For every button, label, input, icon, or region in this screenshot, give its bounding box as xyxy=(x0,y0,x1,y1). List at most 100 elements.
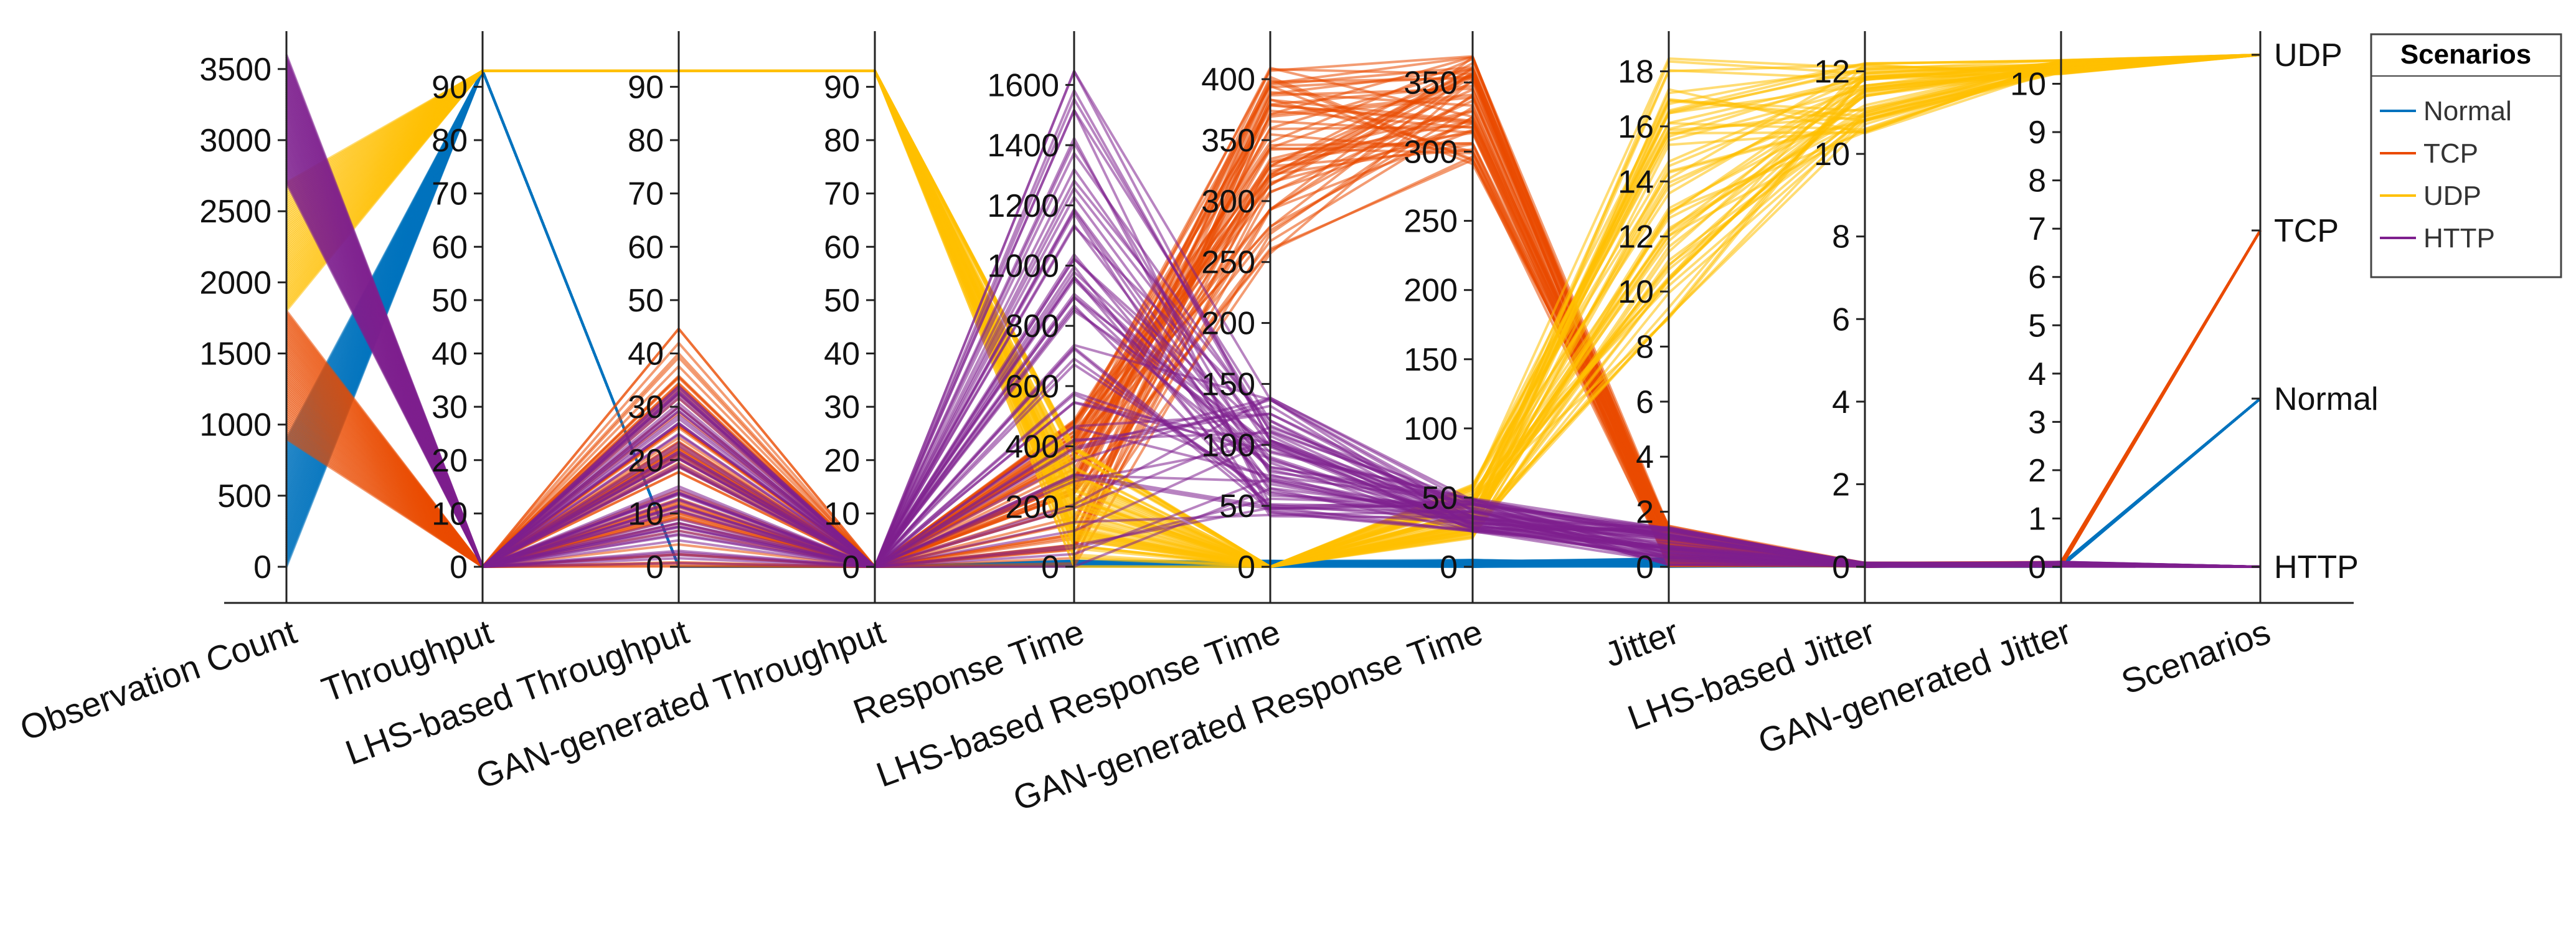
tick-label: 2000 xyxy=(199,265,271,301)
axis-scenarios: HTTP Normal TCP UDP Scenarios xyxy=(2116,31,2379,701)
tick-label: 10 xyxy=(824,496,860,532)
tick-label: 80 xyxy=(628,123,664,159)
tick-label: 500 xyxy=(217,478,271,514)
tick-label: 3500 xyxy=(199,52,271,88)
legend-item-udp: UDP xyxy=(2380,181,2481,211)
axis-label: Observation Count xyxy=(15,612,302,748)
tick-label: 10 xyxy=(628,496,664,532)
tick-label: 3000 xyxy=(199,123,271,159)
tick-label: 300 xyxy=(1404,135,1458,171)
tick-label: 1200 xyxy=(987,188,1059,224)
tick-label: 30 xyxy=(432,389,468,425)
tick-label: 20 xyxy=(432,443,468,479)
tick-label: 0 xyxy=(1440,549,1458,585)
tick-label: 0 xyxy=(842,549,860,585)
tick-label: 800 xyxy=(1005,308,1059,344)
tick-label: 1600 xyxy=(987,67,1059,103)
tick-label: 14 xyxy=(1618,164,1654,200)
tick-label: 10 xyxy=(1618,274,1654,310)
tick-label: 10 xyxy=(2010,67,2046,103)
tick-label: HTTP xyxy=(2274,549,2359,585)
tick-label: 350 xyxy=(1201,123,1255,159)
series-http-lines xyxy=(285,54,2261,569)
tick-label: Normal xyxy=(2274,381,2379,417)
tick-label: 90 xyxy=(824,69,860,105)
tick-label: 40 xyxy=(628,336,664,372)
tick-label: 70 xyxy=(628,176,664,212)
tick-label: 1000 xyxy=(199,407,271,443)
tick-label: 12 xyxy=(1814,54,1850,90)
tick-label: 5 xyxy=(2028,308,2046,344)
tick-label: 60 xyxy=(824,229,860,265)
tick-label: 600 xyxy=(1005,369,1059,405)
tick-label: 1500 xyxy=(199,336,271,372)
tick-label: 50 xyxy=(1422,480,1458,516)
tick-label: 70 xyxy=(432,176,468,212)
tick-label: 0 xyxy=(1636,549,1654,585)
tick-label: 350 xyxy=(1404,65,1458,101)
tick-label: 10 xyxy=(432,496,468,532)
tick-label: 80 xyxy=(432,123,468,159)
tick-label: 150 xyxy=(1201,366,1255,402)
tick-label: 0 xyxy=(1237,549,1255,585)
tick-label: 150 xyxy=(1404,342,1458,378)
tick-label: 30 xyxy=(824,389,860,425)
legend-item-normal: Normal xyxy=(2380,96,2512,126)
legend-label: UDP xyxy=(2423,181,2481,211)
tick-label: 3 xyxy=(2028,404,2046,440)
axis-label: Jitter xyxy=(1600,612,1684,675)
tick-label: 0 xyxy=(1832,549,1850,585)
tick-label: 50 xyxy=(432,283,468,319)
tick-label: 400 xyxy=(1005,429,1059,465)
tick-label: 200 xyxy=(1005,489,1059,525)
tick-label: 2 xyxy=(1832,467,1850,503)
tick-label: 300 xyxy=(1201,184,1255,220)
tick-label: 1 xyxy=(2028,501,2046,537)
tick-label: 9 xyxy=(2028,115,2046,151)
legend-item-http: HTTP xyxy=(2380,223,2495,253)
tick-label: 50 xyxy=(1219,488,1255,524)
tick-label: 70 xyxy=(824,176,860,212)
tick-label: 8 xyxy=(2028,163,2046,199)
tick-label: 250 xyxy=(1201,245,1255,281)
series-lines xyxy=(285,54,2262,569)
legend-item-tcp: TCP xyxy=(2380,138,2478,169)
legend-label: Normal xyxy=(2423,96,2512,126)
legend: Scenarios Normal TCP UDP HTTP xyxy=(2370,33,2562,278)
tick-label: 60 xyxy=(628,229,664,265)
tick-label: 400 xyxy=(1201,62,1255,98)
tick-label: 4 xyxy=(1832,384,1850,420)
axis-label: Scenarios xyxy=(2116,612,2276,701)
tick-label: 40 xyxy=(432,336,468,372)
tick-label: 12 xyxy=(1618,219,1654,255)
tick-label: 2 xyxy=(1636,495,1654,531)
tick-label: TCP xyxy=(2274,213,2339,249)
axis-label: GAN-generated Jitter xyxy=(1753,612,2076,761)
axis-observation-count: 0 500 1000 1500 2000 2500 3000 3500 Observation … xyxy=(15,31,302,748)
tick-label: 2 xyxy=(2028,453,2046,489)
legend-items: Normal TCP UDP HTTP xyxy=(2380,96,2512,253)
tick-label: 250 xyxy=(1404,204,1458,240)
tick-label: 90 xyxy=(432,69,468,105)
tick-label: 6 xyxy=(2028,260,2046,296)
tick-label: 6 xyxy=(1636,384,1654,420)
tick-label: 0 xyxy=(646,549,664,585)
tick-label: 18 xyxy=(1618,54,1654,90)
tick-label: 200 xyxy=(1404,273,1458,309)
tick-label: 40 xyxy=(824,336,860,372)
tick-label: 200 xyxy=(1201,306,1255,342)
legend-label: TCP xyxy=(2423,138,2478,169)
tick-label: 20 xyxy=(824,443,860,479)
tick-label: 90 xyxy=(628,69,664,105)
tick-label: 20 xyxy=(628,443,664,479)
tick-label: 4 xyxy=(2028,356,2046,392)
tick-label: 1000 xyxy=(987,248,1059,284)
tick-label: 4 xyxy=(1636,439,1654,475)
tick-label: UDP xyxy=(2274,37,2342,73)
tick-label: 8 xyxy=(1832,219,1850,255)
tick-label: 8 xyxy=(1636,329,1654,365)
legend-title: Scenarios xyxy=(2400,39,2531,70)
tick-label: 0 xyxy=(2028,549,2046,585)
tick-label: 60 xyxy=(432,229,468,265)
